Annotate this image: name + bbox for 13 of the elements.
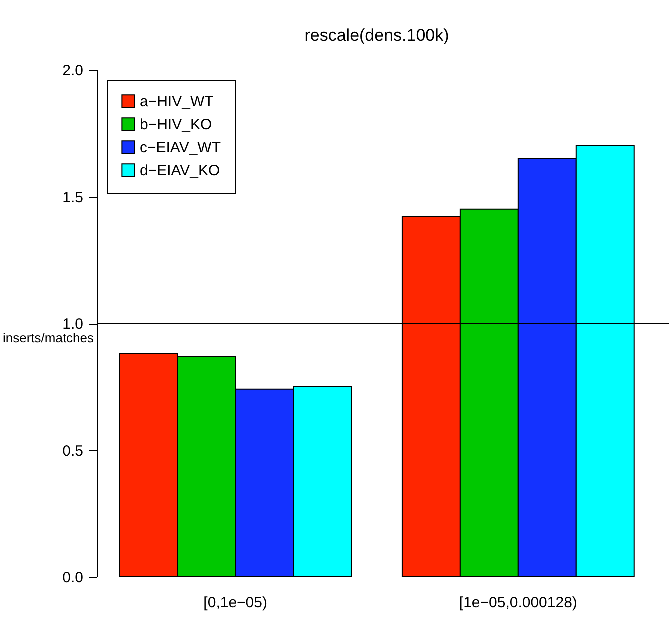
y-tick-label: 0.0 [62,570,84,586]
legend-label: d−EIAV_KO [140,162,220,180]
legend-label: c−EIAV_WT [140,140,221,156]
y-axis-title: inserts/matches [2,330,95,346]
y-tick-label: 0.5 [62,442,84,460]
y-tick-label: 2.0 [62,62,84,80]
y-tick-label: 1.0 [62,316,84,333]
chart-title: rescale(dens.100k) [304,26,450,45]
x-tick-label: [0,1e−05) [204,594,268,612]
y-tick-label: 1.5 [62,189,84,206]
legend-label: a−HIV_WT [140,94,214,110]
legend-label: b−HIV_KO [140,116,212,134]
x-tick-label: [1e−05,0.000128) [459,594,578,612]
